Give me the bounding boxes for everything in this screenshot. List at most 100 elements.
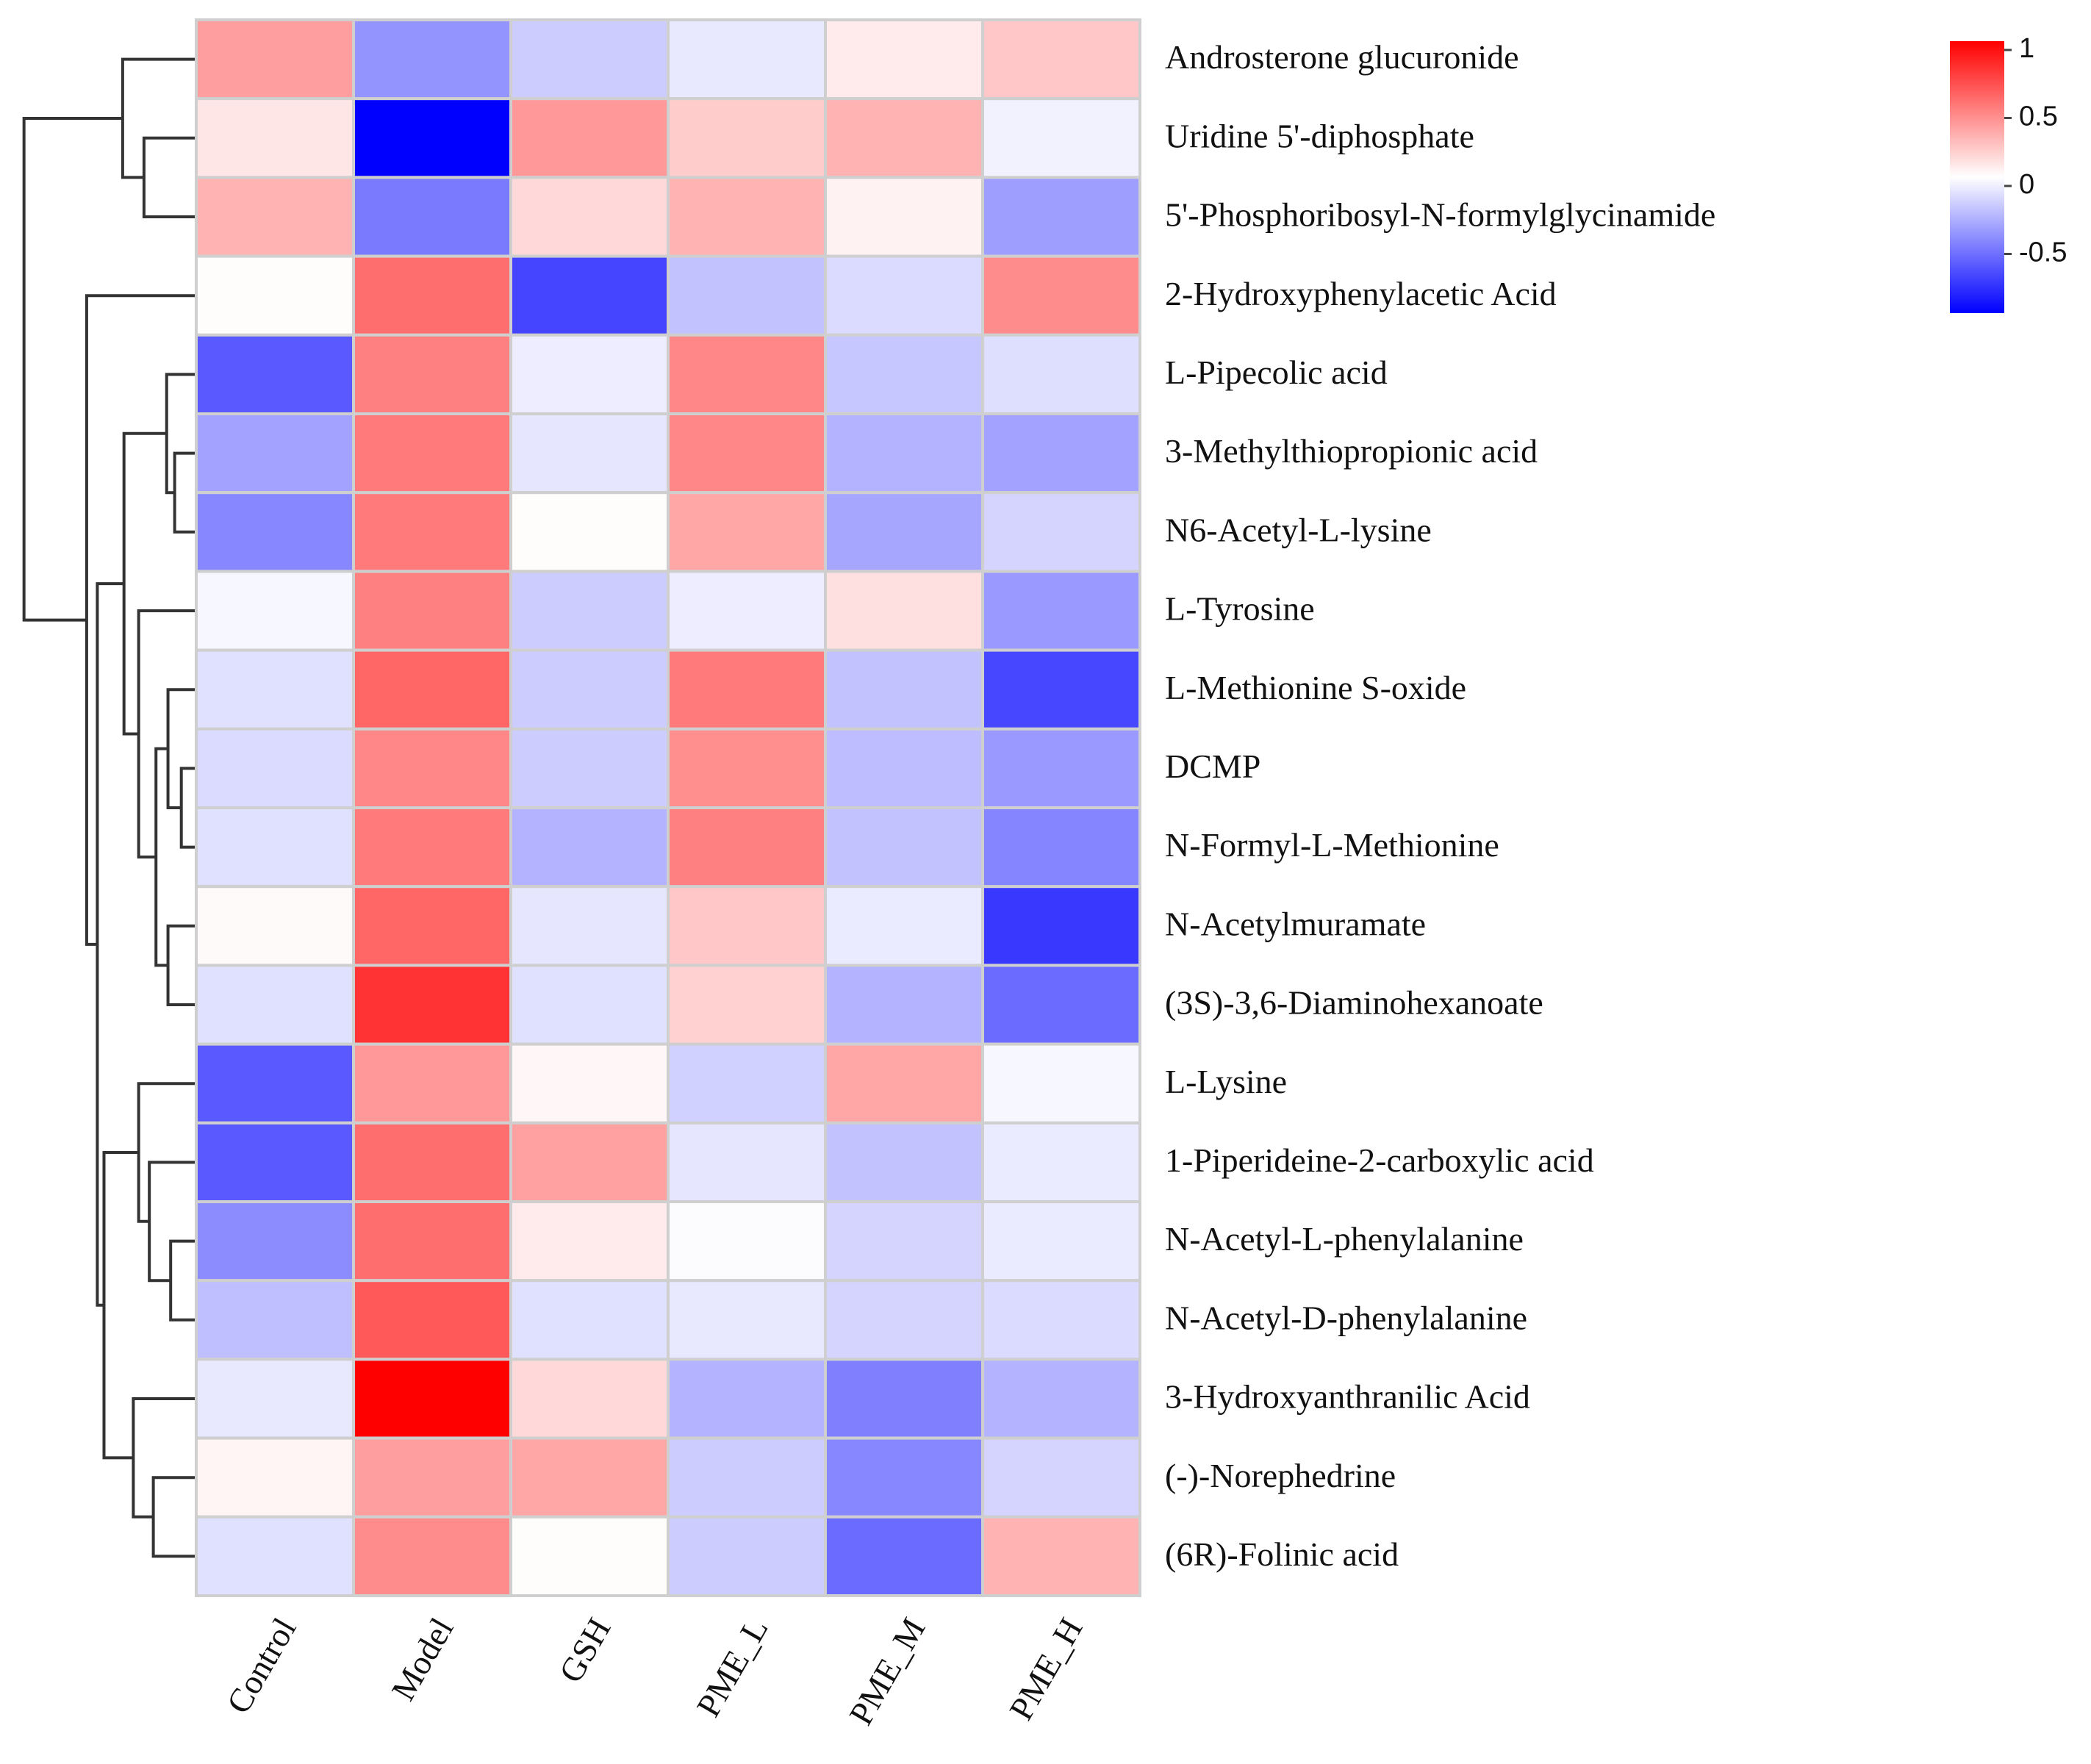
heatmap-cell — [981, 648, 1141, 731]
heatmap-cell — [509, 1358, 670, 1440]
heatmap-cell — [509, 333, 670, 415]
row-label: 5'-Phosphoribosyl-N-formylglycinamide — [1165, 196, 1715, 234]
heatmap-cell — [195, 1200, 355, 1283]
heatmap-cell — [981, 412, 1141, 495]
heatmap-cell — [981, 1358, 1141, 1440]
dendrogram-branch — [166, 924, 196, 1006]
heatmap-cell — [352, 491, 512, 573]
dendrogram-branch — [169, 1239, 196, 1322]
heatmap-cell — [667, 1358, 827, 1440]
heatmap-cell — [352, 254, 512, 337]
heatmap-cell — [195, 491, 355, 573]
heatmap-cell — [824, 333, 984, 415]
heatmap-cell — [195, 97, 355, 179]
heatmap-cell — [981, 176, 1141, 258]
row-label: (-)-Norephedrine — [1165, 1457, 1396, 1494]
heatmap-cell — [981, 97, 1141, 179]
heatmap-cell — [509, 412, 670, 495]
heatmap-cell — [667, 333, 827, 415]
heatmap-cell — [509, 964, 670, 1046]
column-label: GSH — [551, 1612, 617, 1689]
heatmap-cell — [824, 648, 984, 731]
heatmap-cell — [509, 1279, 670, 1361]
heatmap-cell — [667, 1121, 827, 1204]
heatmap-cell — [195, 1358, 355, 1440]
heatmap-cell — [352, 570, 512, 652]
row-label: (3S)-3,6-Diaminohexanoate — [1165, 984, 1543, 1022]
heatmap-cells — [195, 18, 1141, 1598]
heatmap-cell — [667, 491, 827, 573]
heatmap-cell — [824, 1436, 984, 1519]
row-label: 2-Hydroxyphenylacetic Acid — [1165, 275, 1557, 312]
heatmap-cell — [824, 18, 984, 101]
heatmap-cell — [667, 1042, 827, 1125]
row-label: N6-Acetyl-L-lysine — [1165, 511, 1432, 548]
heatmap-cell — [195, 1121, 355, 1204]
dendrogram-branch — [151, 1476, 196, 1558]
heatmap-cell — [195, 18, 355, 101]
heatmap-cell — [981, 1200, 1141, 1283]
heatmap-cell — [667, 412, 827, 495]
legend-tick-label: 1 — [2019, 33, 2034, 64]
dendrogram-branch — [96, 582, 124, 1307]
heatmap-cell — [824, 727, 984, 809]
heatmap-cell — [195, 648, 355, 731]
row-label: 3-Hydroxyanthranilic Acid — [1165, 1378, 1530, 1416]
heatmap-cell — [352, 1121, 512, 1204]
legend-tick-label: 0.5 — [2019, 101, 2058, 132]
heatmap-cell — [667, 1279, 827, 1361]
heatmap-cell — [195, 727, 355, 809]
heatmap-cell — [824, 806, 984, 889]
heatmap-cell — [352, 885, 512, 967]
heatmap-cell — [352, 176, 512, 258]
heatmap-cell — [352, 97, 512, 179]
dendrogram-branch — [137, 1082, 196, 1223]
heatmap-cell — [667, 1200, 827, 1283]
heatmap-cell — [352, 964, 512, 1046]
heatmap-cell — [981, 333, 1141, 415]
heatmap-cell — [509, 570, 670, 652]
dendrogram-branch — [148, 1161, 196, 1283]
heatmap-cell — [195, 1436, 355, 1519]
heatmap-cell — [824, 1121, 984, 1204]
heatmap-cell — [509, 254, 670, 337]
heatmap-cell — [352, 648, 512, 731]
dendrogram-branch — [154, 747, 168, 967]
column-label: PME_H — [1002, 1612, 1090, 1727]
heatmap-cell — [352, 1515, 512, 1598]
heatmap-cell — [195, 412, 355, 495]
heatmap-cell — [824, 97, 984, 179]
heatmap-cell — [981, 18, 1141, 101]
row-label: (6R)-Folinic acid — [1165, 1535, 1399, 1573]
heatmap-cell — [981, 1042, 1141, 1125]
heatmap-cell — [824, 254, 984, 337]
heatmap-cell — [509, 1515, 670, 1598]
heatmap-cell — [195, 806, 355, 889]
heatmap-cell — [352, 1279, 512, 1361]
heatmap-cell — [824, 964, 984, 1046]
color-legend: 1 0.5 0 -0.5 — [1950, 33, 2067, 313]
heatmap-cell — [352, 1436, 512, 1519]
heatmap-cell — [981, 570, 1141, 652]
column-label: Control — [219, 1612, 303, 1720]
row-label: 1-Piperideine-2-carboxylic acid — [1165, 1141, 1594, 1179]
heatmap-cell — [981, 1121, 1141, 1204]
column-label: PME_M — [842, 1612, 932, 1732]
row-label: DCMP — [1165, 747, 1260, 785]
column-labels: Control Model GSH PME_L PME_M PME_H — [219, 1612, 1089, 1732]
heatmap-cell — [509, 806, 670, 889]
legend-tick-label: 0 — [2019, 169, 2034, 200]
heatmap-cell — [509, 97, 670, 179]
row-label: N-Acetylmuramate — [1165, 905, 1426, 942]
row-dendrogram — [22, 57, 196, 1558]
heatmap-cell — [824, 1515, 984, 1598]
heatmap-cell — [195, 1279, 355, 1361]
heatmap-cell — [352, 1358, 512, 1440]
row-label: 3-Methylthiopropionic acid — [1165, 432, 1538, 470]
dendrogram-branch — [179, 767, 196, 849]
heatmap-cell — [509, 727, 670, 809]
heatmap-cell — [352, 727, 512, 809]
heatmap-cell — [667, 1436, 827, 1519]
heatmap-cell — [981, 1436, 1141, 1519]
heatmap-cell — [352, 1200, 512, 1283]
